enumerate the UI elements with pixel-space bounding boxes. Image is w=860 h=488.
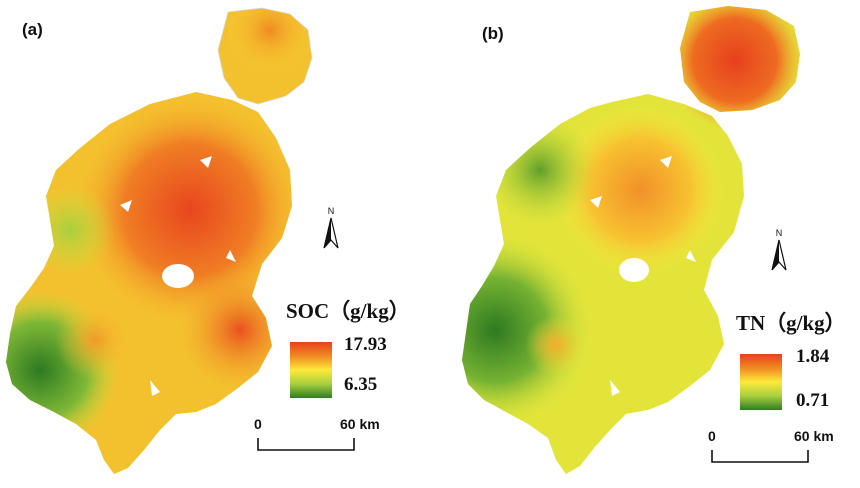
north-arrow-b: N — [770, 228, 788, 277]
north-arrow-a-letter: N — [327, 206, 335, 216]
scale-a-start: 0 — [254, 416, 262, 432]
scale-bar-a — [257, 438, 355, 451]
north-arrow-icon — [323, 217, 339, 249]
scale-a-end: 60 km — [340, 416, 380, 432]
soc-map-outline — [217, 7, 313, 105]
scale-b-end: 60 km — [794, 428, 834, 444]
north-arrow-a: N — [322, 206, 340, 255]
tn-legend-max: 1.84 — [796, 346, 830, 367]
scale-b-start: 0 — [708, 428, 716, 444]
tn-map — [462, 6, 800, 474]
panel-a-label: (a) — [22, 20, 43, 39]
tn-legend-color-ramp — [740, 354, 782, 410]
north-arrow-icon — [771, 239, 787, 271]
tn-legend-min: 0.71 — [796, 390, 830, 411]
tn-legend-title: TN（g/kg） — [736, 311, 846, 335]
soc-legend-min: 6.35 — [344, 374, 378, 395]
soc-map — [6, 8, 312, 474]
soc-legend-title: SOC（g/kg） — [286, 299, 410, 323]
panel-b-label: (b) — [482, 24, 504, 43]
north-arrow-b-letter: N — [775, 228, 783, 238]
soc-legend-color-ramp — [290, 342, 332, 398]
scale-bar-b — [711, 450, 809, 463]
soc-legend-max: 17.93 — [344, 334, 387, 355]
